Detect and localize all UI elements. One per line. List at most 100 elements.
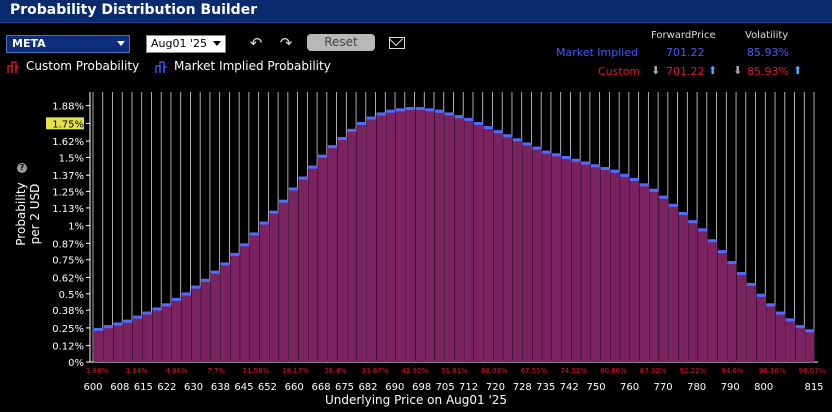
cumulative-label: 92.22% bbox=[679, 367, 706, 375]
probability-bar bbox=[600, 167, 610, 362]
custom-probability-legend[interactable]: Custom Probability bbox=[26, 59, 140, 73]
y-highlight-marker bbox=[46, 117, 84, 130]
probability-bar bbox=[698, 228, 708, 362]
probability-bar-top bbox=[308, 165, 318, 169]
cumulative-label: 3.14% bbox=[126, 367, 149, 375]
probability-bar-top bbox=[376, 112, 386, 116]
expiry-select[interactable]: Aug01 '25 bbox=[146, 35, 226, 53]
redo-icon[interactable]: ↷ bbox=[279, 34, 293, 52]
custom-forward-value: 701.22 bbox=[666, 65, 705, 78]
probability-bar-top bbox=[201, 278, 211, 282]
probability-bar-top bbox=[473, 122, 484, 125]
probability-bar bbox=[288, 187, 299, 362]
x-tick-label: 780 bbox=[687, 382, 706, 393]
y-tick-label: 0.87% bbox=[52, 239, 84, 250]
probability-bar-top bbox=[123, 319, 133, 323]
decrease-vol-icon[interactable]: ⬇ bbox=[733, 64, 743, 77]
help-icon[interactable]: ? bbox=[17, 163, 27, 173]
probability-bar-top bbox=[551, 153, 562, 157]
probability-bar bbox=[542, 150, 552, 362]
y-tick-label: 0% bbox=[68, 358, 84, 369]
cumulative-label: 4.96% bbox=[165, 367, 188, 375]
probability-bar bbox=[639, 183, 649, 362]
y-tick-label: 1.25% bbox=[52, 188, 84, 199]
increase-vol-icon[interactable]: ⬆ bbox=[793, 64, 803, 77]
x-tick-label: 735 bbox=[536, 382, 555, 393]
probability-bar bbox=[132, 315, 143, 362]
probability-bar-top bbox=[132, 315, 143, 319]
probability-bar bbox=[522, 142, 532, 362]
x-tick-label: 630 bbox=[184, 382, 203, 393]
cumulative-label: 74.52% bbox=[560, 367, 587, 375]
probability-bar bbox=[444, 112, 454, 362]
probability-bar bbox=[707, 239, 718, 362]
probability-bar-top bbox=[269, 210, 279, 214]
probability-bar bbox=[776, 311, 786, 362]
undo-icon[interactable]: ↶ bbox=[249, 34, 263, 52]
probability-bar bbox=[94, 327, 104, 362]
cumulative-label: 11.58% bbox=[243, 367, 270, 375]
probability-bar-top bbox=[600, 167, 610, 170]
reset-button[interactable]: Reset bbox=[307, 34, 375, 51]
probability-bar-top bbox=[171, 297, 182, 301]
x-tick-label: 770 bbox=[654, 382, 673, 393]
probability-bar bbox=[123, 319, 133, 362]
probability-bar-top bbox=[717, 250, 727, 254]
x-tick-label: 675 bbox=[335, 382, 354, 393]
probability-bar bbox=[551, 153, 562, 362]
probability-bar-top bbox=[698, 228, 708, 232]
probability-bar bbox=[181, 292, 191, 362]
market-forward-value: 701.22 bbox=[666, 46, 705, 59]
probability-bar-top bbox=[288, 187, 299, 191]
x-tick-label: 760 bbox=[620, 382, 639, 393]
cumulative-label: 98.07% bbox=[799, 367, 826, 375]
cumulative-label: 1.88% bbox=[86, 367, 109, 375]
probability-bar bbox=[717, 250, 727, 362]
x-tick-label: 720 bbox=[486, 382, 505, 393]
probability-bar bbox=[279, 199, 289, 362]
probability-bar bbox=[668, 203, 679, 362]
increase-forward-icon[interactable]: ⬆ bbox=[708, 64, 718, 77]
chevron-down-icon bbox=[213, 41, 221, 46]
cumulative-label: 67.55% bbox=[521, 367, 548, 375]
x-tick-label: 608 bbox=[110, 382, 129, 393]
cumulative-label: 51.81% bbox=[441, 367, 468, 375]
probability-bar-top bbox=[464, 117, 474, 121]
probability-bar bbox=[327, 145, 338, 362]
probability-bar-top bbox=[639, 183, 649, 187]
probability-bar bbox=[337, 137, 347, 362]
probability-bar-top bbox=[503, 134, 513, 138]
probability-bar bbox=[590, 164, 601, 362]
probability-bar bbox=[659, 195, 669, 362]
probability-bar bbox=[259, 221, 269, 362]
probability-bar-top bbox=[688, 220, 698, 224]
y-tick-label: 0.25% bbox=[52, 324, 84, 335]
probability-bar-top bbox=[386, 109, 396, 113]
decrease-forward-icon[interactable]: ⬇ bbox=[651, 64, 661, 77]
probability-bar bbox=[473, 122, 484, 362]
cumulative-label: 42.92% bbox=[401, 367, 428, 375]
probability-bar-top bbox=[483, 126, 493, 130]
probability-bar-top bbox=[415, 107, 425, 110]
market-probability-legend[interactable]: Market Implied Probability bbox=[174, 59, 331, 73]
market-implied-label: Market Implied bbox=[556, 46, 639, 59]
probability-bar-top bbox=[94, 327, 104, 331]
y-tick-label: 1.13% bbox=[52, 204, 84, 215]
probability-bar-top bbox=[240, 243, 250, 247]
symbol-select[interactable]: META bbox=[6, 35, 130, 53]
x-tick-label: 698 bbox=[412, 382, 431, 393]
probability-bar-top bbox=[629, 177, 640, 181]
probability-bar bbox=[240, 243, 250, 362]
probability-bar-top bbox=[279, 199, 289, 203]
probability-bar-top bbox=[532, 146, 542, 150]
y-tick-label: 1.5% bbox=[59, 153, 84, 164]
probability-bar bbox=[376, 112, 386, 362]
probability-bar bbox=[162, 303, 172, 362]
mail-icon[interactable] bbox=[389, 37, 405, 49]
probability-bar-top bbox=[113, 322, 123, 326]
x-tick-label: 660 bbox=[285, 382, 304, 393]
probability-bar-top bbox=[454, 115, 464, 119]
y-tick-label: 0.75% bbox=[52, 256, 84, 267]
probability-bar-top bbox=[405, 107, 416, 110]
